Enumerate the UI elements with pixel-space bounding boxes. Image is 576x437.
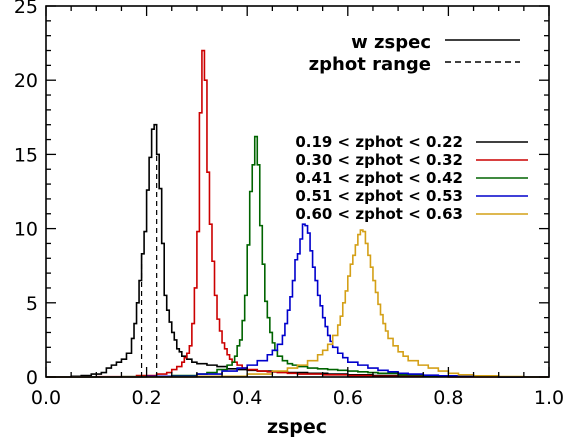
series-2-histogram — [46, 135, 549, 378]
legend-series-label: 0.41 < zphot < 0.42 — [295, 169, 463, 187]
legend-solid-label: w zspec — [351, 32, 431, 53]
series-3-histogram — [46, 223, 549, 378]
y-tick-label: 5 — [26, 293, 38, 315]
y-ticks: 0 5 10 15 20 25 — [14, 0, 549, 389]
legend-series-label: 0.30 < zphot < 0.32 — [295, 151, 463, 169]
x-ticks: 0.0 0.2 0.4 0.6 0.8 1.0 — [31, 6, 564, 409]
y-tick-label: 20 — [14, 70, 38, 92]
x-tick-label: 1.0 — [534, 387, 564, 409]
legend-series-label: 0.60 < zphot < 0.63 — [295, 205, 463, 223]
series-legend: 0.19 < zphot < 0.220.30 < zphot < 0.320.… — [295, 133, 528, 223]
x-axis-title: zspec — [267, 416, 327, 437]
legend-series-label: 0.19 < zphot < 0.22 — [295, 133, 463, 151]
x-tick-label: 0.6 — [333, 387, 363, 409]
zphot-range-lines — [140, 154, 158, 377]
x-tick-label: 0.8 — [433, 387, 463, 409]
y-tick-label: 0 — [26, 367, 38, 389]
x-tick-label: 0.4 — [232, 387, 262, 409]
style-legend: w zspec zphot range — [309, 32, 520, 75]
legend-series-label: 0.51 < zphot < 0.53 — [295, 187, 463, 205]
y-tick-label: 15 — [14, 144, 38, 166]
y-tick-label: 10 — [14, 219, 38, 241]
legend-dashed-label: zphot range — [309, 54, 431, 75]
series-4-histogram — [46, 229, 549, 378]
x-tick-label: 0.0 — [31, 387, 61, 409]
y-tick-label: 25 — [14, 0, 38, 18]
series-layer — [46, 49, 549, 378]
series-1-histogram — [46, 49, 549, 378]
x-tick-label: 0.2 — [131, 387, 161, 409]
